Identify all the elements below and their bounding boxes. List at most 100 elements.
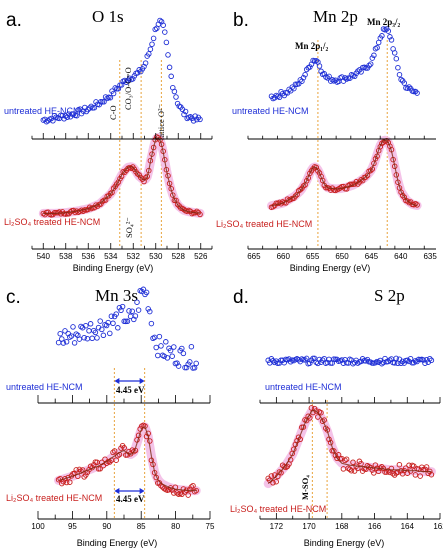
panel-b-top-data-point bbox=[321, 71, 328, 77]
panel-b-bottom-fit-line bbox=[271, 139, 418, 207]
panel-a-tick-label: 540 bbox=[37, 252, 51, 261]
panel-c-top-data-point bbox=[108, 313, 115, 319]
panel-a-top-data-point bbox=[165, 52, 171, 58]
panel-c-bottom-envelope bbox=[54, 422, 201, 496]
panel-d-top-data-point bbox=[339, 357, 345, 363]
panel-b-top-data-point bbox=[395, 64, 401, 71]
panel-a-top-data-point bbox=[150, 35, 157, 42]
panel-c-top-data-point bbox=[124, 318, 131, 325]
panel-b-top-data-point bbox=[324, 75, 331, 81]
panel-c-top-data-point bbox=[140, 286, 147, 293]
panel-b-tick-label: 640 bbox=[394, 252, 408, 261]
panel-c-tick-label: 90 bbox=[102, 522, 111, 531]
panel-c-top-data-point bbox=[113, 311, 119, 317]
panel-b-bottom-data-point bbox=[297, 187, 304, 193]
panel-b-bottom-data-point bbox=[303, 178, 310, 184]
panel-b-title: Mn 2p bbox=[313, 7, 358, 26]
panel-c-top-data-point bbox=[83, 322, 89, 329]
panel-b-annotation-2p32: Mn 2p₃/₂ bbox=[367, 17, 400, 27]
panel-a-tick-label: 534 bbox=[104, 252, 118, 261]
panel-b-top-data-point bbox=[391, 50, 398, 56]
panel-c-bottom-data-point bbox=[121, 445, 127, 451]
panel-c-arrowhead-left bbox=[114, 378, 120, 384]
panel-b-letter: b. bbox=[233, 10, 249, 31]
panel-b-top-data-point bbox=[316, 63, 323, 69]
panel-b-top-data-point bbox=[326, 73, 332, 80]
panel-a-tick-label: 526 bbox=[194, 252, 208, 261]
panel-d-top-data-point bbox=[427, 355, 433, 362]
panel-b-tick-label: 645 bbox=[365, 252, 379, 261]
panel-c-top-data-point bbox=[169, 353, 175, 359]
panel-a-bottom-data-point bbox=[72, 209, 78, 216]
panel-c-bottom-data-point bbox=[188, 484, 195, 490]
panel-d-bottom-data-point bbox=[318, 409, 324, 416]
panel-b-top-data-point bbox=[329, 76, 336, 83]
panel-c-top-data-point bbox=[167, 347, 174, 354]
panel-a-top-data-point bbox=[166, 64, 173, 71]
panel-d-top-data-point bbox=[399, 358, 406, 365]
panel-b: b. Mn 2p 665 660 655 650 645 640 635 untreated… bbox=[216, 7, 437, 273]
panel-a-top-data-point bbox=[74, 112, 80, 119]
panel-a-annotation-co: C-O bbox=[108, 105, 118, 120]
panel-d-top-data-point bbox=[307, 360, 313, 366]
panel-c-tick-label: 80 bbox=[171, 522, 180, 531]
panel-c-top-data-point bbox=[193, 360, 199, 367]
panel-c-top-data-point bbox=[86, 328, 92, 334]
panel-b-top-data-point bbox=[366, 62, 372, 69]
panel-c-top-data-point bbox=[132, 313, 139, 319]
panel-c-untreated-label: untreated HE-NCM bbox=[6, 382, 83, 392]
panel-c-top-data-point bbox=[126, 308, 132, 314]
panel-c-top-data-point bbox=[129, 308, 135, 314]
panel-a-top-data-point bbox=[70, 111, 77, 117]
panel-c-top-data-point bbox=[155, 352, 161, 359]
panel-d-tick-label: 164 bbox=[401, 522, 415, 531]
panel-d-bottom-data-point bbox=[351, 468, 358, 474]
panel-c-top-data-point bbox=[151, 334, 158, 341]
panel-c-bottom-data-point bbox=[97, 466, 103, 472]
panel-a-top-data-point bbox=[67, 114, 74, 120]
panel-d-top-data-point bbox=[428, 357, 435, 364]
panel-a-top-data-point bbox=[162, 29, 168, 35]
panel-c-bottom-data-point bbox=[180, 486, 187, 492]
panel-a-top-data-point bbox=[91, 104, 98, 111]
panel-a-top-data-point bbox=[157, 17, 163, 24]
panel-d-annotation-mso4: M-SO₄ bbox=[300, 475, 310, 500]
panel-b-top-data-point bbox=[411, 88, 417, 95]
panel-b-bottom-data-point bbox=[412, 200, 419, 207]
panel-b-top-axis bbox=[247, 135, 436, 140]
panel-c-arrowhead-right bbox=[139, 378, 145, 384]
panel-d-untreated-label: untreated HE-NCM bbox=[265, 382, 342, 392]
panel-a-top-data-point bbox=[126, 75, 133, 81]
panel-a-untreated-label: untreated HE-NCM bbox=[4, 106, 81, 116]
panel-d-bottom-fit-line bbox=[267, 409, 432, 485]
panel-c-untreated-series bbox=[55, 286, 199, 371]
panel-b-bottom-data-point bbox=[292, 193, 299, 199]
panel-c-top-data-point bbox=[60, 340, 67, 346]
panel-c-top-data-point bbox=[92, 329, 99, 336]
panel-c-bottom-data-point bbox=[83, 472, 89, 478]
panel-c-top-data-point bbox=[100, 332, 107, 339]
panel-c-top-data-point bbox=[179, 345, 185, 352]
panel-a-treated-label: Li₂SO₄ treated HE-NCM bbox=[4, 217, 100, 227]
panel-d-top-data-point bbox=[393, 355, 399, 362]
panel-c-bottom-fit-line bbox=[58, 426, 197, 492]
panel-b-top-data-point bbox=[302, 71, 308, 78]
panel-c-bottom-data-point bbox=[76, 466, 83, 473]
panel-b-top-data-point bbox=[396, 71, 403, 78]
panel-c-bottom-axis: 100 95 90 85 80 75 bbox=[31, 511, 215, 531]
panel-c-top-data-point bbox=[81, 334, 87, 341]
panel-c-bottom-data-point bbox=[67, 479, 73, 485]
panel-c-top-data-point bbox=[71, 340, 78, 346]
panel-a-top-data-point bbox=[138, 68, 144, 75]
panel-c-top-data-point bbox=[187, 359, 193, 365]
panel-c-top-data-point bbox=[175, 363, 182, 369]
panel-b-top-data-point bbox=[398, 76, 404, 83]
panel-a-top-data-point bbox=[107, 94, 114, 101]
panel-a-top-data-point bbox=[142, 60, 149, 66]
panel-d-tick-label: 172 bbox=[270, 522, 284, 531]
panel-b-top-data-point bbox=[414, 90, 420, 96]
panel-b-bottom-axis: 665 660 655 650 645 640 635 bbox=[247, 245, 437, 261]
panel-a-top-data-point bbox=[147, 46, 154, 52]
panel-c-top-data-point bbox=[115, 325, 121, 331]
panel-a-tick-label: 532 bbox=[127, 252, 141, 261]
